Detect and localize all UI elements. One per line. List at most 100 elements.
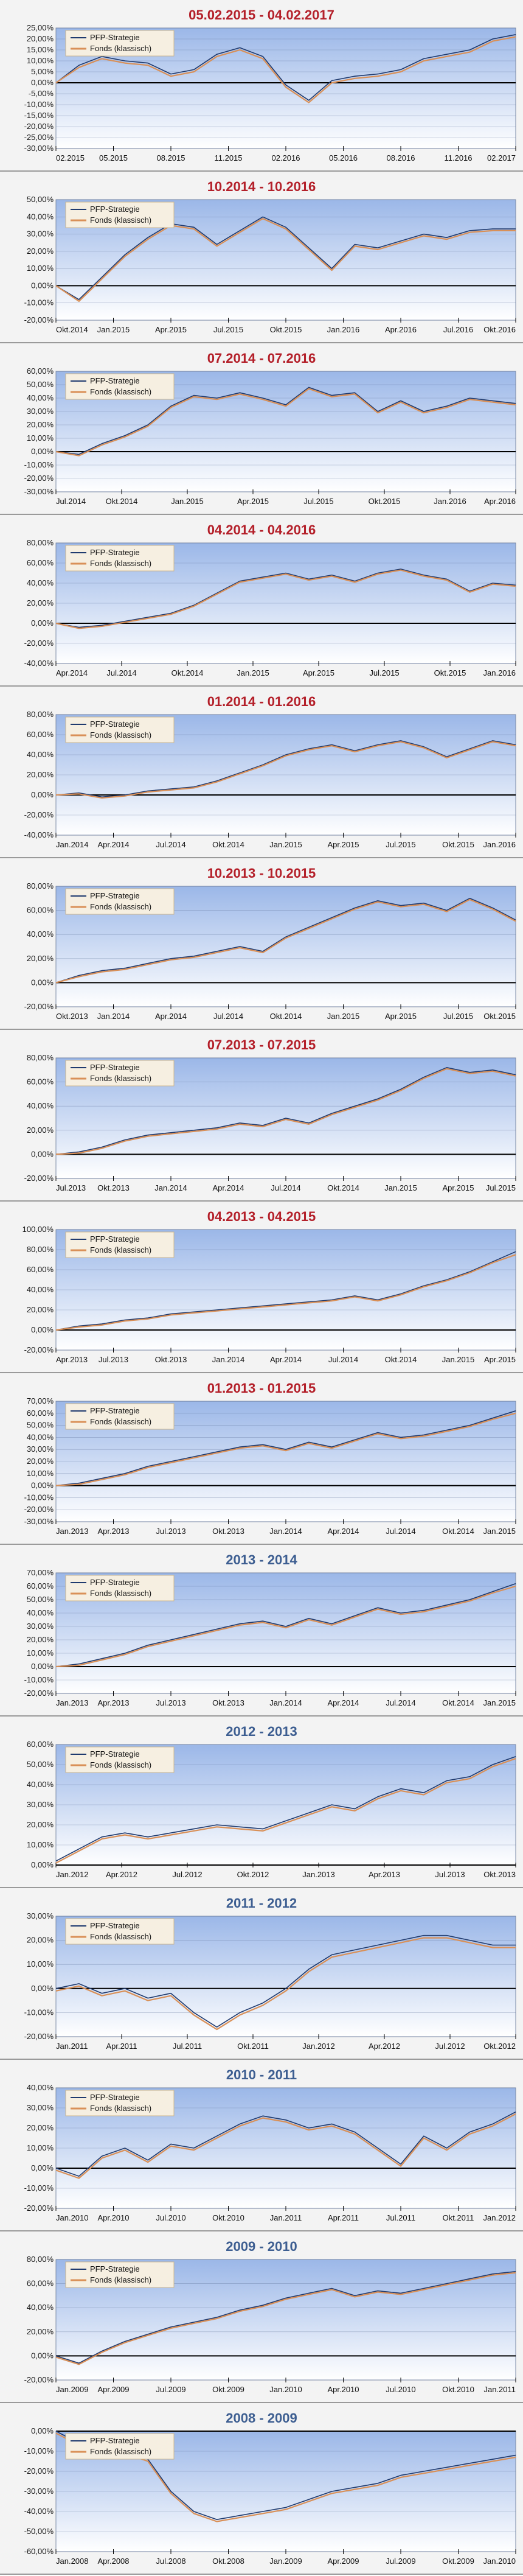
chart-panel: 2012 - 2013 60,00% 50,00% 40,00% 30,00% 20,00… — [0, 1717, 523, 1888]
x-tick-label: Jul.2009 — [156, 2385, 185, 2394]
x-tick-label: Jan.2015 — [97, 325, 130, 334]
legend-box — [65, 888, 175, 915]
x-tick-label: Jan.2015 — [442, 1355, 475, 1364]
series-line-pfp-strategie — [55, 740, 516, 798]
x-tick-label: Okt.2014 — [270, 1012, 302, 1021]
legend-box — [65, 1575, 175, 1601]
legend-box — [65, 2261, 175, 2288]
x-tick-label: Apr.2015 — [327, 840, 359, 849]
series-line-fonds-klassisch — [55, 1937, 516, 2031]
legend-label: PFP-Strategie — [90, 205, 140, 214]
y-tick-label: 25,00% — [27, 23, 54, 32]
legend-label: Fonds (klassisch) — [90, 2104, 151, 2113]
y-tick-label: 10,00% — [27, 1648, 54, 1657]
x-tick-label: Jan.2015 — [237, 668, 269, 677]
y-tick-label: 0,00% — [31, 78, 54, 87]
y-tick-label: -20,00% — [24, 1505, 54, 1514]
y-tick-label: 0,00% — [31, 1149, 54, 1158]
x-tick-label: Jul.2014 — [386, 1527, 415, 1536]
y-tick-label: -20,00% — [24, 315, 54, 324]
x-tick-label: Okt.2013 — [212, 1698, 244, 1707]
x-tick-label: 08.2016 — [387, 153, 415, 163]
x-tick-label: Jan.2012 — [56, 1870, 89, 1879]
legend-box — [65, 201, 175, 228]
chart-title: 2008 - 2009 — [226, 2410, 297, 2426]
x-tick-label: Jan.2015 — [171, 497, 204, 506]
x-tick-label: Jul.2013 — [99, 1355, 128, 1364]
x-tick-label: Jan.2014 — [269, 1698, 302, 1707]
chart-title: 04.2014 - 04.2016 — [207, 522, 316, 537]
series-line-fonds-klassisch — [55, 217, 516, 302]
y-tick-label: -10,00% — [24, 2446, 54, 2455]
x-tick-label: Apr.2015 — [442, 1183, 474, 1192]
legend-label: Fonds (klassisch) — [90, 730, 151, 740]
x-tick-label: Okt.2016 — [483, 325, 516, 334]
x-tick-label: Okt.2010 — [442, 2385, 474, 2394]
x-tick-label: Jan.2010 — [269, 2385, 302, 2394]
chart-svg: 60,00% 50,00% 40,00% 30,00% 20,00% 10,00% 0,00… — [24, 366, 516, 506]
x-tick-label: Jul.2013 — [435, 1870, 465, 1879]
x-tick-label: Apr.2010 — [97, 2213, 129, 2222]
y-tick-label: 0,00% — [31, 447, 54, 456]
x-tick-label: Jul.2012 — [172, 1870, 202, 1879]
chart-svg: 80,00% 60,00% 40,00% 20,00% 0,00% -20,00% -40,… — [24, 710, 516, 849]
x-tick-label: Jul.2014 — [156, 840, 185, 849]
y-tick-label: 0,00% — [31, 790, 54, 799]
chart-title: 04.2013 - 04.2015 — [207, 1209, 316, 1224]
chart-panel: 05.02.2015 - 04.02.2017 25,00% 20,00% 15,00… — [0, 0, 523, 172]
y-tick-label: 80,00% — [27, 2255, 54, 2264]
legend-label: PFP-Strategie — [90, 1578, 140, 1587]
x-tick-label: Okt.2013 — [212, 1527, 244, 1536]
y-tick-label: 40,00% — [27, 1432, 54, 1441]
x-tick-label: Apr.2014 — [327, 1698, 359, 1707]
y-tick-label: 20,00% — [27, 598, 54, 607]
series-line-pfp-strategie — [55, 1756, 516, 1862]
x-tick-label: Apr.2014 — [270, 1355, 302, 1364]
series-line-pfp-strategie — [55, 387, 516, 455]
y-tick-label: 100,00% — [23, 1225, 54, 1234]
y-tick-label: 30,00% — [27, 1622, 54, 1631]
x-tick-label: Apr.2012 — [369, 2042, 400, 2051]
y-tick-label: -10,00% — [24, 460, 54, 469]
legend-label: Fonds (klassisch) — [90, 1932, 151, 1941]
y-tick-label: 40,00% — [27, 1285, 54, 1294]
x-tick-label: Jul.2012 — [435, 2042, 465, 2051]
x-tick-label: Jan.2010 — [483, 2557, 516, 2566]
chart-panel: 2008 - 2009 0,00% -10,00% -20,00% -30,00% -40… — [0, 2403, 523, 2575]
x-tick-label: Jan.2016 — [434, 497, 466, 506]
y-tick-label: 50,00% — [27, 1595, 54, 1604]
legend-box — [65, 373, 175, 400]
series-line-fonds-klassisch — [55, 1068, 516, 1155]
x-tick-label: 02.2016 — [272, 153, 300, 163]
legend-label: PFP-Strategie — [90, 1406, 140, 1415]
y-tick-label: 30,00% — [27, 1444, 54, 1454]
y-tick-label: 40,00% — [27, 578, 54, 587]
x-tick-label: Okt.2013 — [56, 1012, 88, 1021]
legend-label: PFP-Strategie — [90, 2264, 140, 2273]
x-tick-label: Jan.2014 — [154, 1183, 187, 1192]
chart-title: 01.2014 - 01.2016 — [207, 694, 316, 709]
y-tick-label: 50,00% — [27, 1760, 54, 1769]
series-line-fonds-klassisch — [55, 898, 516, 984]
y-tick-label: 20,00% — [27, 420, 54, 429]
x-tick-label: Jan.2012 — [483, 2213, 516, 2222]
chart-panel: 01.2014 - 01.2016 80,00% 60,00% 40,00% 20,00… — [0, 687, 523, 858]
legend-label: PFP-Strategie — [90, 719, 140, 729]
y-tick-label: -20,00% — [24, 810, 54, 819]
series-line-fonds-klassisch — [55, 2272, 516, 2365]
x-tick-label: Apr.2009 — [97, 2385, 129, 2394]
x-tick-label: Jan.2013 — [56, 1527, 89, 1536]
x-tick-label: Jul.2015 — [213, 325, 243, 334]
x-tick-label: Apr.2014 — [97, 840, 129, 849]
x-tick-label: Jul.2013 — [56, 1183, 86, 1192]
y-tick-label: 80,00% — [27, 710, 54, 719]
x-tick-label: Apr.2011 — [328, 2213, 359, 2222]
chart-title: 2009 - 2010 — [226, 2239, 297, 2254]
y-tick-label: -25,00% — [24, 133, 54, 142]
y-tick-label: 80,00% — [27, 538, 54, 547]
legend-label: Fonds (klassisch) — [90, 215, 151, 225]
series-line-pfp-strategie — [55, 34, 516, 101]
chart-svg: 70,00% 60,00% 50,00% 40,00% 30,00% 20,00% 10,0… — [24, 1396, 516, 1536]
